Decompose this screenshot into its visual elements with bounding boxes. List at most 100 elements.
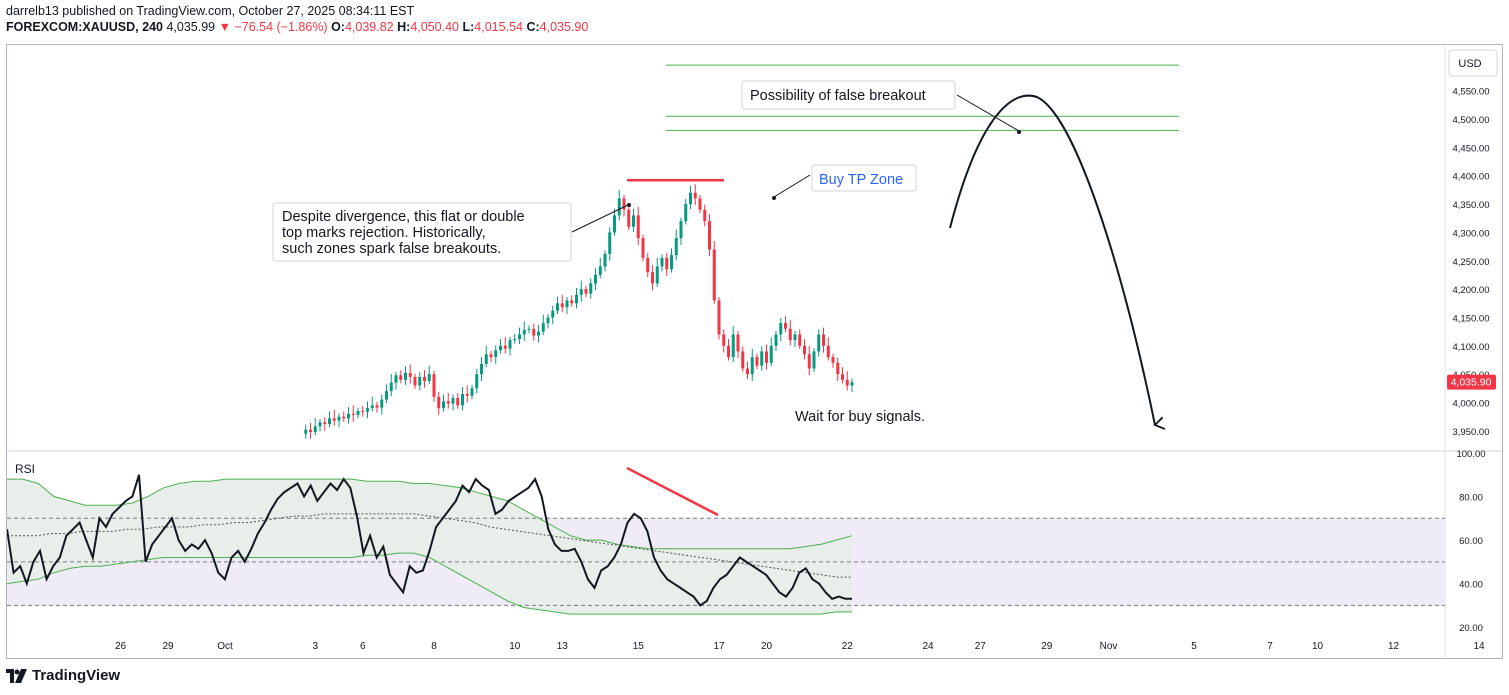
buy-tp-box[interactable]	[811, 164, 917, 192]
open-label: O:	[331, 20, 345, 34]
candle-body	[385, 391, 388, 400]
candle-body	[679, 221, 683, 239]
rsi-title: RSI	[15, 462, 35, 476]
divergence-line-2: top marks rejection. Historically,	[282, 225, 486, 241]
candle-body	[470, 388, 474, 396]
price-change: ▼ −76.54 (−1.86%)	[218, 20, 328, 34]
candle-body	[313, 426, 317, 432]
candle-body	[693, 192, 697, 199]
candle-body	[655, 266, 659, 284]
last-price-label: 4,035.90	[1451, 377, 1492, 389]
candle-body	[660, 257, 664, 267]
divergence-dot	[627, 203, 631, 207]
current-price: 4,035.99	[166, 20, 216, 34]
candle-body	[318, 422, 322, 427]
price-axis[interactable]: 3,950.004,000.004,050.004,100.004,150.00…	[1453, 87, 1490, 438]
candle-body	[537, 331, 540, 336]
candle-body	[774, 334, 778, 346]
rsi-axis[interactable]: 20.00 40.00 60.00 80.00 100.00	[1456, 449, 1485, 634]
candle-body	[598, 266, 602, 275]
false-breakout-box[interactable]	[741, 80, 956, 110]
time-tick-label: 22	[842, 641, 854, 652]
candle-body	[328, 418, 331, 425]
candle-body	[522, 329, 526, 335]
candle-body	[494, 350, 498, 358]
candle-body	[584, 289, 588, 294]
candle-body	[323, 422, 327, 425]
candle-body	[594, 274, 597, 284]
divergence-box[interactable]	[272, 202, 572, 262]
candle-body	[551, 310, 555, 318]
time-tick-label: 20	[761, 641, 773, 652]
time-tick-label: Oct	[217, 641, 233, 652]
candle-body	[404, 373, 407, 380]
candle-body	[309, 429, 312, 432]
candle-body	[760, 351, 764, 366]
candle-body	[812, 351, 816, 369]
currency-box[interactable]	[1448, 49, 1498, 77]
candle-body	[370, 405, 374, 409]
candle-body	[674, 238, 678, 256]
close-value: 4,035.90	[539, 20, 589, 34]
price-tick-label: 4,000.00	[1453, 398, 1490, 409]
currency-label[interactable]: USD	[1458, 58, 1481, 70]
candle-body	[579, 289, 583, 295]
symbol-label[interactable]: FOREXCOM:XAUUSD, 240	[6, 20, 163, 34]
candle-body	[304, 429, 308, 434]
rsi-line	[6, 474, 852, 607]
publisher-line: darrelb13 published on TradingView.com, …	[6, 4, 415, 18]
time-tick-label: 13	[557, 641, 569, 652]
rsi-band-upper	[7, 478, 853, 550]
candle-body	[793, 334, 797, 341]
candle-body	[769, 345, 773, 363]
time-tick-label: 29	[1041, 641, 1053, 652]
tp-zone-lines	[666, 64, 1179, 131]
candle-body	[427, 374, 431, 381]
candle-body	[560, 303, 564, 308]
candle-body	[689, 192, 692, 205]
candle-body	[845, 379, 849, 386]
candle-body	[717, 300, 721, 335]
candle-body	[636, 215, 640, 239]
price-tick-label: 4,200.00	[1453, 285, 1490, 296]
chart-canvas[interactable]: RSI 3,950.004,000.004,050.004,100.004,15…	[6, 45, 1502, 658]
candle-body	[727, 345, 730, 358]
candle-body	[836, 362, 840, 375]
tradingview-logo-icon	[6, 668, 27, 683]
footer-brand[interactable]: TradingView	[6, 667, 120, 684]
price-tick-label: 4,400.00	[1453, 172, 1490, 183]
candle-body	[418, 376, 422, 386]
candle-body	[546, 317, 550, 324]
time-tick-label: 6	[360, 641, 366, 652]
candle-body	[798, 334, 802, 346]
candle-body	[375, 405, 379, 408]
candle-body	[484, 354, 488, 364]
chart-frame[interactable]: RSI 3,950.004,000.004,050.004,100.004,15…	[6, 44, 1503, 659]
divergence-pointer	[571, 204, 629, 233]
candle-body	[570, 300, 574, 304]
candle-body	[575, 294, 578, 304]
time-axis[interactable]: 2629Oct368101315172022242729Nov571012141…	[115, 641, 1502, 652]
candle-body	[399, 375, 403, 380]
candle-body	[432, 374, 436, 397]
candle-body	[712, 249, 716, 301]
rsi-tick-label: 40.00	[1459, 580, 1483, 591]
candle-body	[731, 334, 735, 358]
candle-body	[380, 399, 384, 408]
candle-body	[503, 345, 507, 349]
candle-body	[347, 413, 350, 419]
candle-body	[684, 204, 688, 222]
rsi-ma-line	[7, 513, 852, 578]
candle-body	[513, 338, 517, 341]
time-tick-label: 7	[1267, 641, 1273, 652]
candle-body	[722, 334, 726, 346]
price-tick-label: 4,150.00	[1453, 313, 1490, 324]
candle-body	[665, 257, 669, 270]
buy-tp-dot	[772, 196, 776, 200]
candle-body	[532, 328, 536, 336]
price-tick-label: 4,550.00	[1453, 87, 1490, 98]
candle-body	[651, 272, 654, 284]
low-label: L:	[462, 20, 475, 34]
rsi-band-fill	[7, 479, 852, 615]
candle-body	[803, 345, 806, 355]
